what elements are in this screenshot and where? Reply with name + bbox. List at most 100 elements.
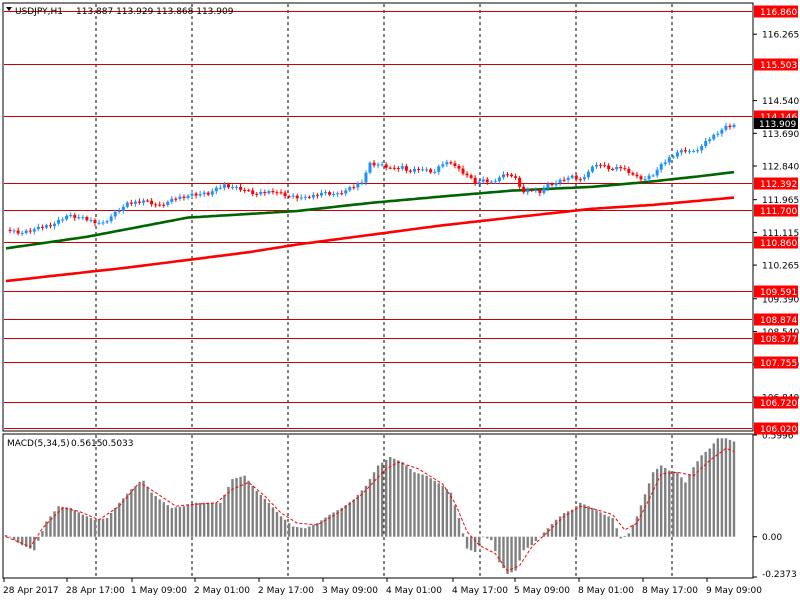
macd-bar [453,505,457,537]
macd-bar [724,438,728,537]
macd-bar [449,492,453,537]
candle-body [376,164,380,166]
macd-bar [25,536,28,547]
moving-average-1 [5,196,735,283]
macd-bar [372,472,376,537]
macd-bar [473,536,477,553]
macd-bar [89,518,93,537]
horizontal-levels [4,11,752,429]
macd-bar [33,536,36,551]
macd-bar [174,507,178,537]
candle-body [133,201,137,204]
symbol-label: USDJPY,H1 [15,7,63,17]
macd-bar [550,524,554,537]
macd-histogram [4,438,736,575]
x-tick-label-8: 5 May 09:00 [514,586,570,596]
level-label-10: 106.720 [760,399,797,409]
candle-body [336,193,340,195]
macd-bar [142,480,145,537]
candle-body [186,195,190,198]
macd-bar [93,519,97,537]
level-label-bg-7 [754,313,798,326]
candle-body [526,189,530,193]
macd-bar [178,506,182,537]
candle-body [113,211,117,217]
macd-bar [49,516,52,537]
candle-body [441,164,445,167]
x-tick-label-9: 8 May 01:00 [578,586,634,596]
macd-bar [332,512,335,537]
macd-bar [490,536,493,541]
macd-bar [393,458,396,537]
macd-bar [708,448,711,537]
macd-bar [8,536,12,538]
macd-bar [623,535,626,537]
macd-bar [57,506,60,537]
candle-body [69,215,73,217]
macd-bar [389,456,392,537]
macd-bar [558,516,562,537]
candle-body [696,150,700,152]
symbol-dropdown-icon[interactable] [6,7,12,11]
macd-bar [461,533,465,537]
candle-body [190,193,194,196]
macd-bar [182,506,186,537]
time-axis-ticks: 28 Apr 2017 28 Apr 17:00 1 May 09:00 2 May … [3,578,762,596]
macd-bar [433,480,436,537]
candle-body [239,186,243,190]
candle-body [12,230,16,232]
macd-bar [20,536,24,546]
macd-bar [712,443,715,537]
candle-body [688,151,692,153]
candle-body [550,183,554,186]
macd-bar [150,492,153,537]
candles [8,122,736,237]
candle-body [344,190,348,194]
macd-bar [595,510,598,537]
macd-bar [146,486,149,537]
macd-bar [336,510,339,537]
candle-body [263,191,267,194]
candle-body [109,216,113,222]
macd-bar [202,502,206,537]
candle-body [53,223,57,227]
macd-bar [296,527,299,537]
candle-body [352,187,356,189]
candle-body [226,184,230,188]
candle-body [453,163,457,166]
candle-body [388,167,392,169]
macd-bar [267,502,271,537]
ohlc-label: 113.887 113.929 113.868 113.909 [76,7,234,17]
macd-bar [130,489,133,537]
candle-body [85,217,89,221]
macd-bar [486,536,489,539]
macd-bar [437,483,440,537]
x-tick-label-6: 4 May 01:00 [386,586,442,596]
macd-bar [198,502,202,537]
x-tick-label-7: 4 May 17:00 [452,586,508,596]
candle-body [117,210,121,212]
macd-bar [41,531,44,537]
macd-bar [259,494,262,537]
macd-bar [231,479,234,537]
candle-body [101,222,105,224]
candle-body [619,166,623,169]
candle-body [728,125,732,128]
macd-bar [308,526,311,537]
candle-body [546,183,550,189]
macd-bar [692,467,695,537]
macd-bar [340,507,343,537]
candle-body [198,194,202,196]
candle-body [700,146,704,151]
macd-bar [498,536,501,563]
macd-bar [239,476,242,537]
candle-body [400,166,404,169]
macd-bar [445,489,449,537]
macd-bar [384,459,388,537]
candle-body [607,165,611,170]
y-tick-label-4: 111.965 [762,196,799,206]
macd-bar [651,472,655,537]
macd-bar [587,506,590,537]
macd-bar [235,477,238,537]
